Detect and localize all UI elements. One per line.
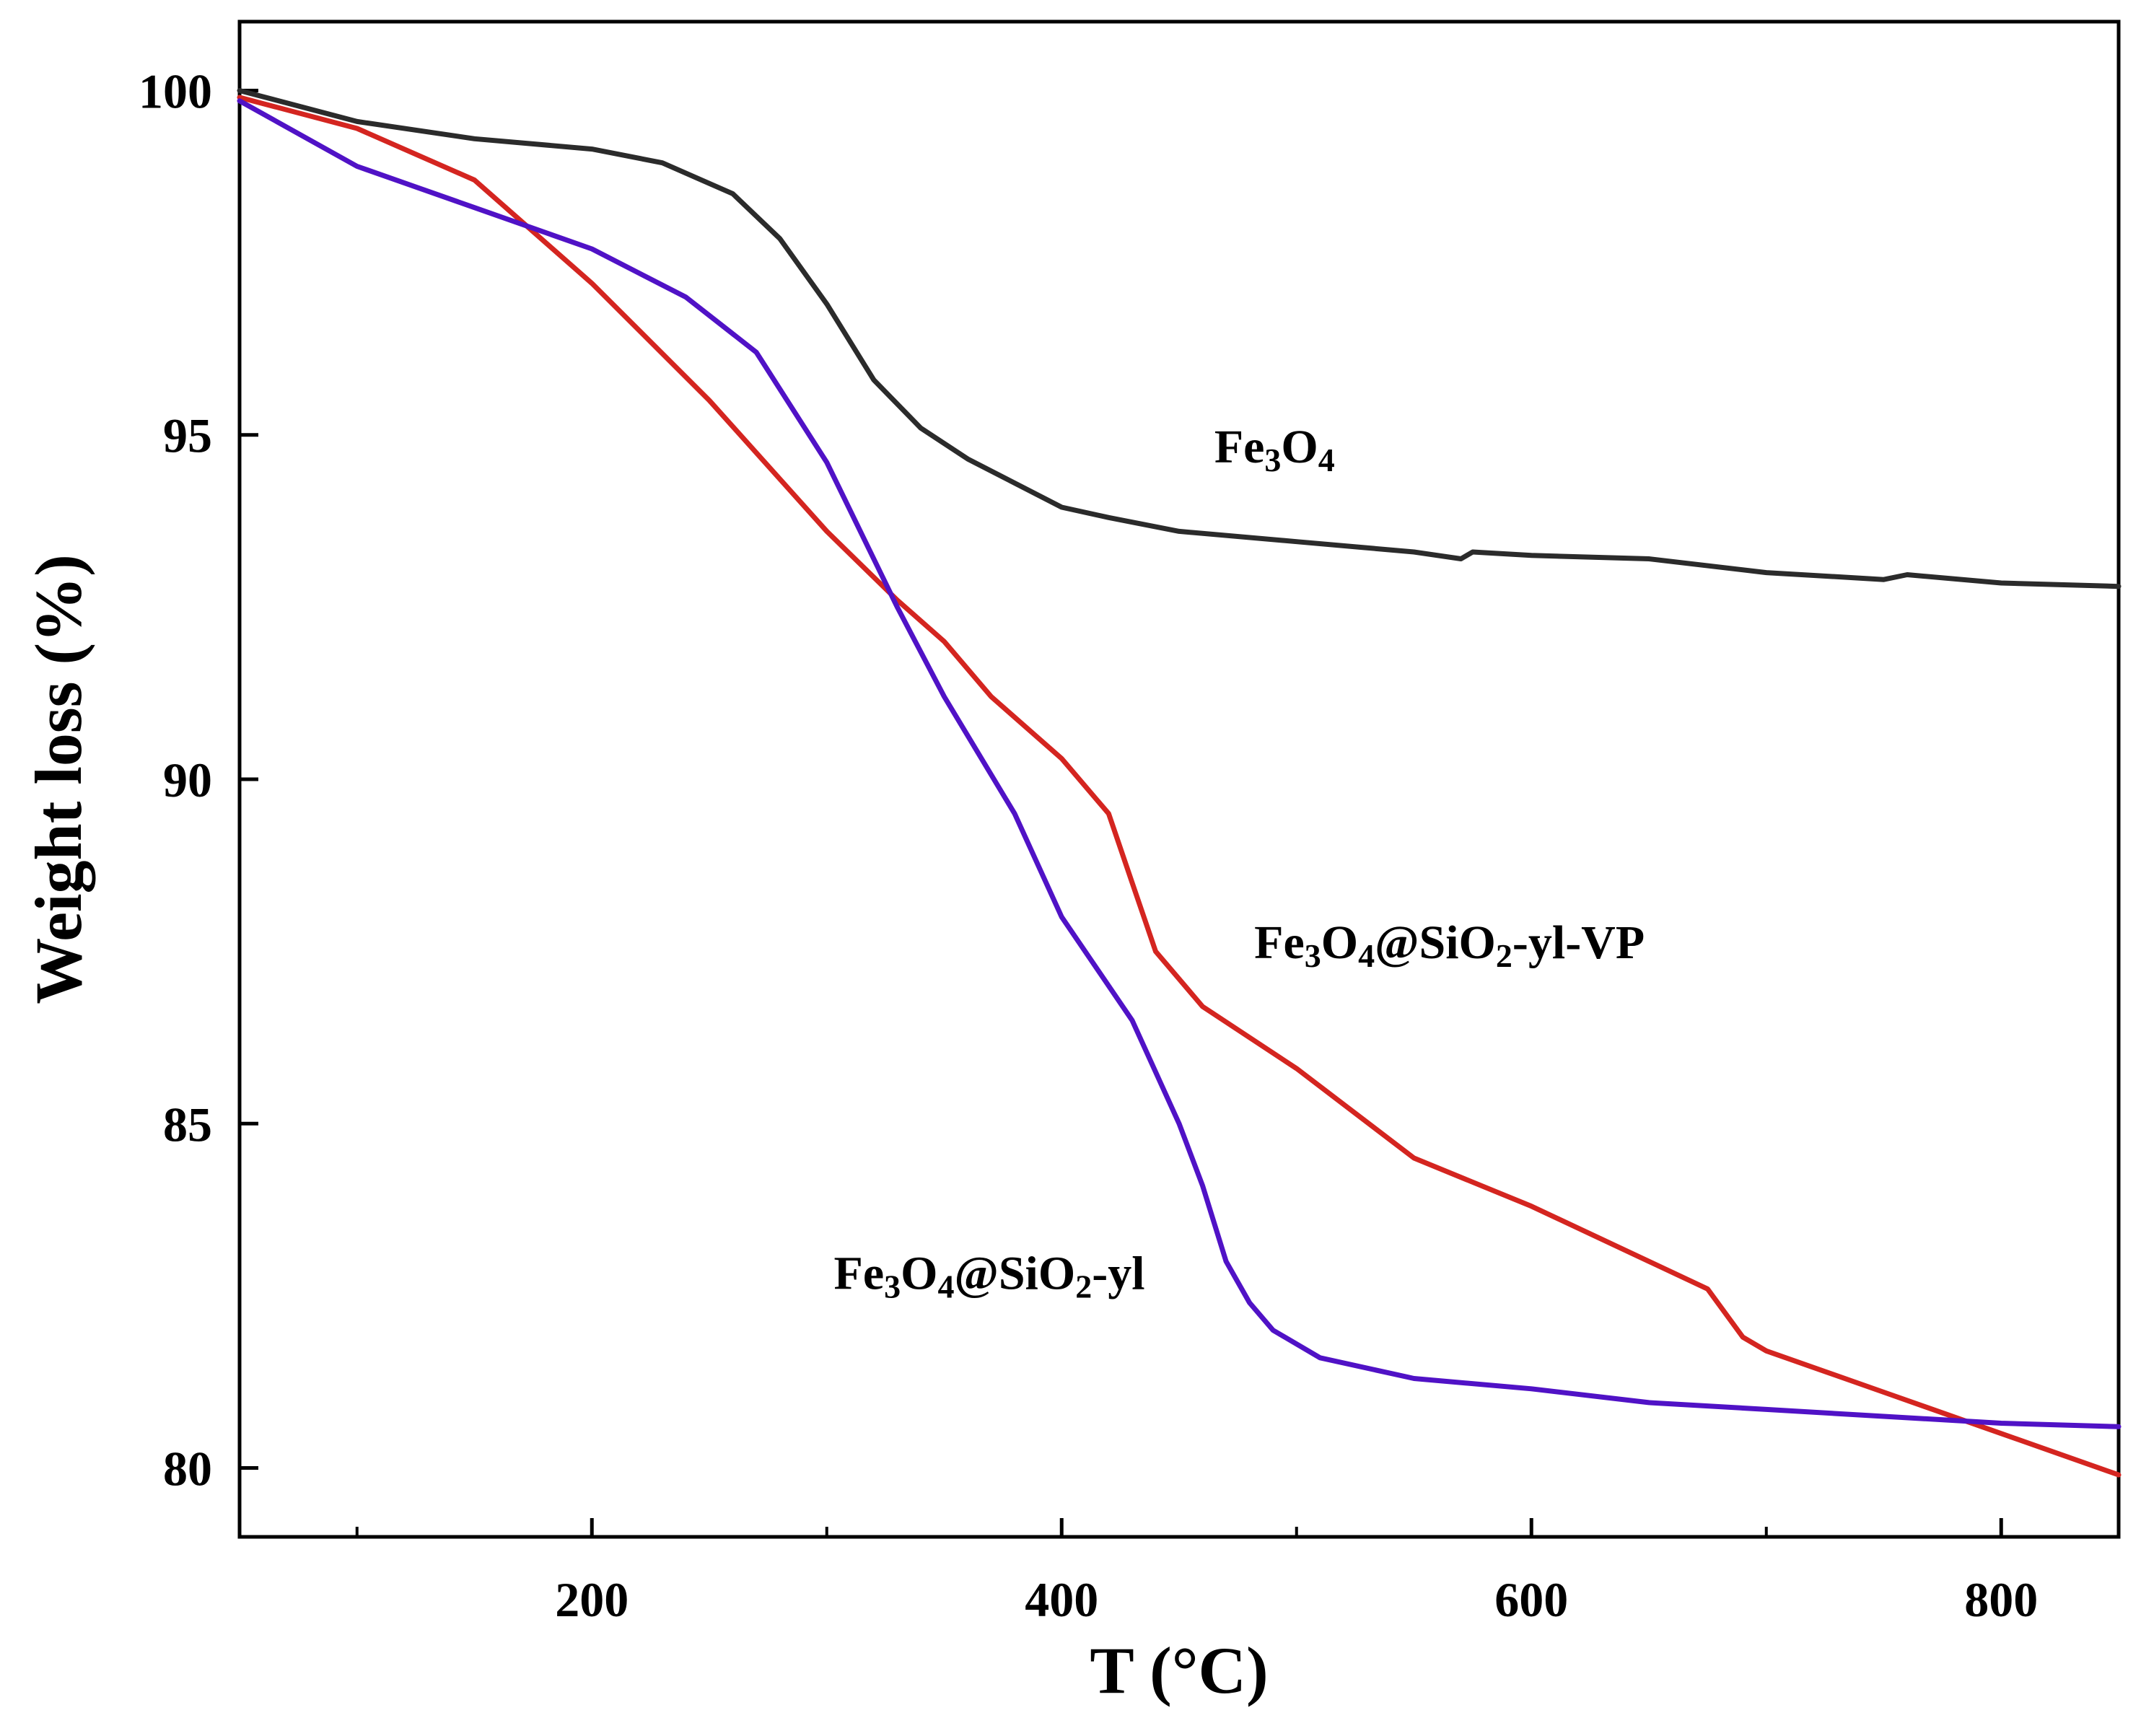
series-label-part: 3 [1305,937,1321,974]
series-label: Fe3O4@SiO2-yl-VP [1254,916,1645,974]
series-line [237,88,2122,589]
series-label-part: 2 [1496,937,1512,974]
series-label-part: @SiO [1375,916,1496,969]
series-label-part: 4 [1358,937,1375,974]
y-tick-label: 90 [163,753,212,807]
x-tick-label: 200 [555,1572,629,1627]
series-label-part: Fe [1254,916,1305,969]
series-label-part: O [901,1247,937,1299]
series-label-part: Fe [1214,421,1265,473]
y-tick-label: 95 [163,408,212,463]
series-label-part: 3 [884,1268,901,1305]
series-line [237,95,2122,1478]
plot-frame [237,19,2121,1539]
x-tick-label: 400 [1025,1572,1098,1627]
series-label-part: -yl-VP [1512,916,1645,969]
series-label-part: 3 [1264,442,1281,478]
series-label-part: @SiO [954,1247,1075,1299]
x-tick-label: 600 [1494,1572,1568,1627]
y-tick-label: 80 [163,1442,212,1496]
series-label: Fe3O4@SiO2-yl [834,1247,1145,1305]
data-series [237,88,2122,1478]
series-label-part: 4 [937,1268,954,1305]
series-label-part: -yl [1092,1247,1144,1299]
x-axis-title: T (°C) [1090,1634,1268,1707]
series-line [237,98,2122,1429]
series-label-part: Fe [834,1247,885,1299]
series-label-part: O [1281,421,1318,473]
y-axis-title: Weight loss (%) [22,554,95,1004]
x-tick-label: 800 [1964,1572,2038,1627]
axis-ticks: 200 400 600 800 80 85 90 95 100 [139,63,2038,1627]
series-label-part: 4 [1318,442,1335,478]
y-tick-label: 85 [163,1097,212,1152]
series-label-part: O [1321,916,1358,969]
y-tick-label: 100 [139,63,212,118]
series-label-part: 2 [1075,1268,1092,1305]
series-label: Fe3O4 [1214,421,1335,478]
